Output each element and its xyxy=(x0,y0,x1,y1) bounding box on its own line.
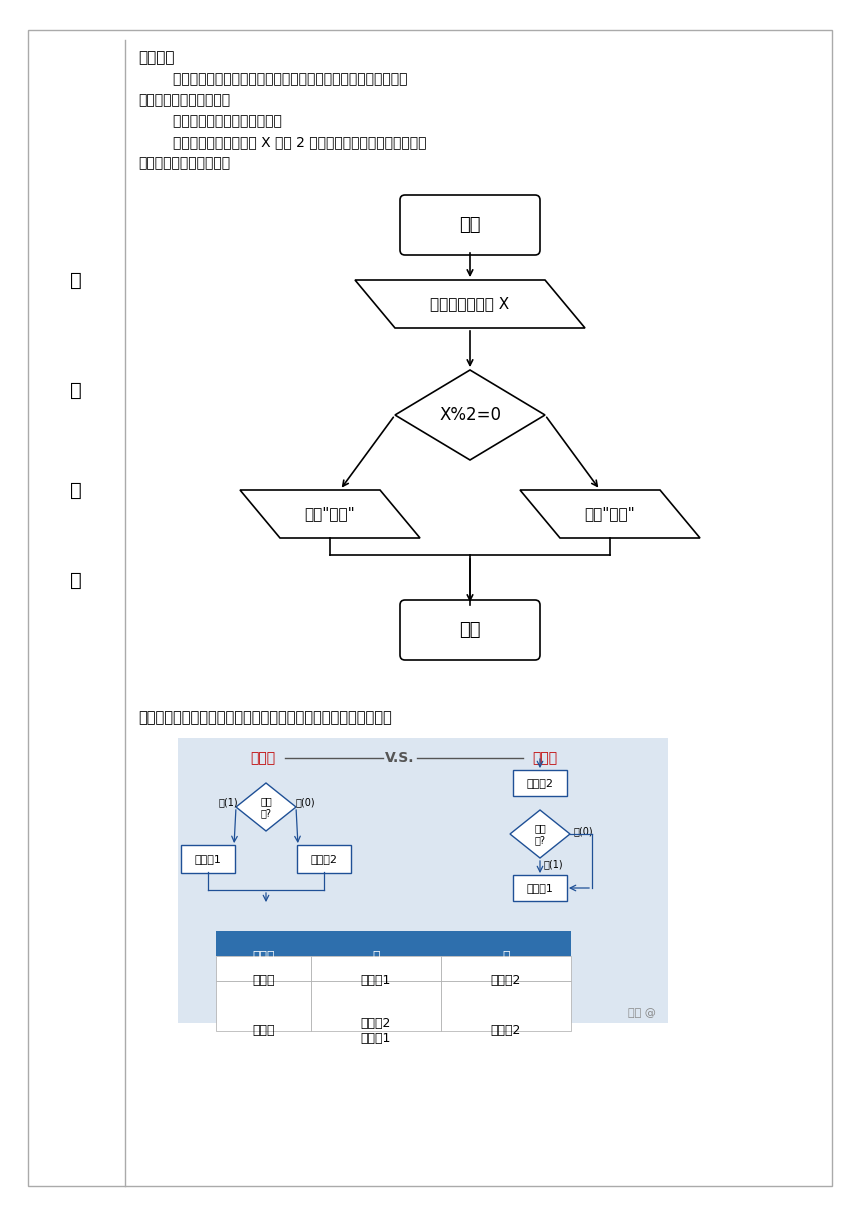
Text: 双分支: 双分支 xyxy=(250,751,275,765)
Text: X%2=0: X%2=0 xyxy=(439,406,501,424)
Text: 课: 课 xyxy=(71,381,82,400)
FancyBboxPatch shape xyxy=(400,195,540,255)
Text: 语句块2: 语句块2 xyxy=(310,854,337,865)
Text: 语句块1: 语句块1 xyxy=(526,883,554,893)
Text: 根据条件有选择的处理。: 根据条件有选择的处理。 xyxy=(138,92,230,107)
Bar xyxy=(216,931,311,956)
Text: 单分支: 单分支 xyxy=(532,751,557,765)
Bar xyxy=(216,956,311,981)
Text: 假(0): 假(0) xyxy=(296,796,316,807)
Text: 输出"偶数": 输出"偶数" xyxy=(304,507,355,522)
Text: 选择结构: 选择结构 xyxy=(138,50,175,64)
Text: 表达式: 表达式 xyxy=(252,950,274,963)
Polygon shape xyxy=(510,810,570,858)
Text: 知乎 @: 知乎 @ xyxy=(628,1008,656,1018)
Text: 开始: 开始 xyxy=(459,216,481,233)
Text: 新: 新 xyxy=(71,270,82,289)
Polygon shape xyxy=(236,783,296,831)
Text: V.S.: V.S. xyxy=(385,751,415,765)
Text: 语句块1: 语句块1 xyxy=(361,974,391,987)
Bar xyxy=(216,981,311,1031)
Text: 真(1): 真(1) xyxy=(218,796,238,807)
Text: 语句块2: 语句块2 xyxy=(526,778,554,788)
Text: 在这里利用了选择结构，选择结构分为单分支和双分支结构格式。: 在这里利用了选择结构，选择结构分为单分支和双分支结构格式。 xyxy=(138,710,392,725)
Text: 表达
式?: 表达 式? xyxy=(260,796,272,818)
FancyBboxPatch shape xyxy=(297,845,351,873)
Bar xyxy=(441,956,571,981)
Bar xyxy=(441,981,571,1031)
FancyBboxPatch shape xyxy=(181,845,235,873)
Bar xyxy=(311,981,441,1031)
Text: 输入一下正整数 X: 输入一下正整数 X xyxy=(430,297,510,311)
Bar xyxy=(311,956,441,981)
Text: 双分支: 双分支 xyxy=(252,974,274,987)
Text: 假: 假 xyxy=(502,950,510,963)
FancyBboxPatch shape xyxy=(513,770,567,796)
Polygon shape xyxy=(240,490,420,537)
Text: 语句块2: 语句块2 xyxy=(491,1025,521,1037)
Text: 习: 习 xyxy=(71,570,82,590)
Text: 语句块2
语句块1: 语句块2 语句块1 xyxy=(361,1017,391,1045)
Text: 语句块2: 语句块2 xyxy=(491,974,521,987)
Text: 真(1): 真(1) xyxy=(544,858,563,869)
Bar xyxy=(178,738,668,1023)
Bar xyxy=(441,931,571,956)
Bar xyxy=(311,931,441,956)
FancyBboxPatch shape xyxy=(400,599,540,660)
Text: 真: 真 xyxy=(372,950,380,963)
Text: 为奇数。其流程图如下。: 为奇数。其流程图如下。 xyxy=(138,156,230,170)
Polygon shape xyxy=(520,490,700,537)
Text: 假(0): 假(0) xyxy=(574,826,593,837)
FancyBboxPatch shape xyxy=(513,876,567,901)
Text: 结束: 结束 xyxy=(459,621,481,638)
Text: 例：判断一个正整数奇偶性。: 例：判断一个正整数奇偶性。 xyxy=(138,114,282,128)
Text: 学: 学 xyxy=(71,480,82,500)
Text: 输出"奇数": 输出"奇数" xyxy=(585,507,636,522)
Text: 表达
式?: 表达 式? xyxy=(534,823,546,845)
Text: 事实上，很多问题我解决并不是简单地依次顺序执行，有时需要: 事实上，很多问题我解决并不是简单地依次顺序执行，有时需要 xyxy=(138,72,408,86)
Text: 单分支: 单分支 xyxy=(252,1025,274,1037)
Polygon shape xyxy=(355,280,585,328)
Polygon shape xyxy=(395,370,545,460)
Text: 语句块1: 语句块1 xyxy=(194,854,221,865)
Text: 描述：如果一个正整数 X 能被 2 整除，那么这个数为偶数，否则: 描述：如果一个正整数 X 能被 2 整除，那么这个数为偶数，否则 xyxy=(138,135,427,150)
